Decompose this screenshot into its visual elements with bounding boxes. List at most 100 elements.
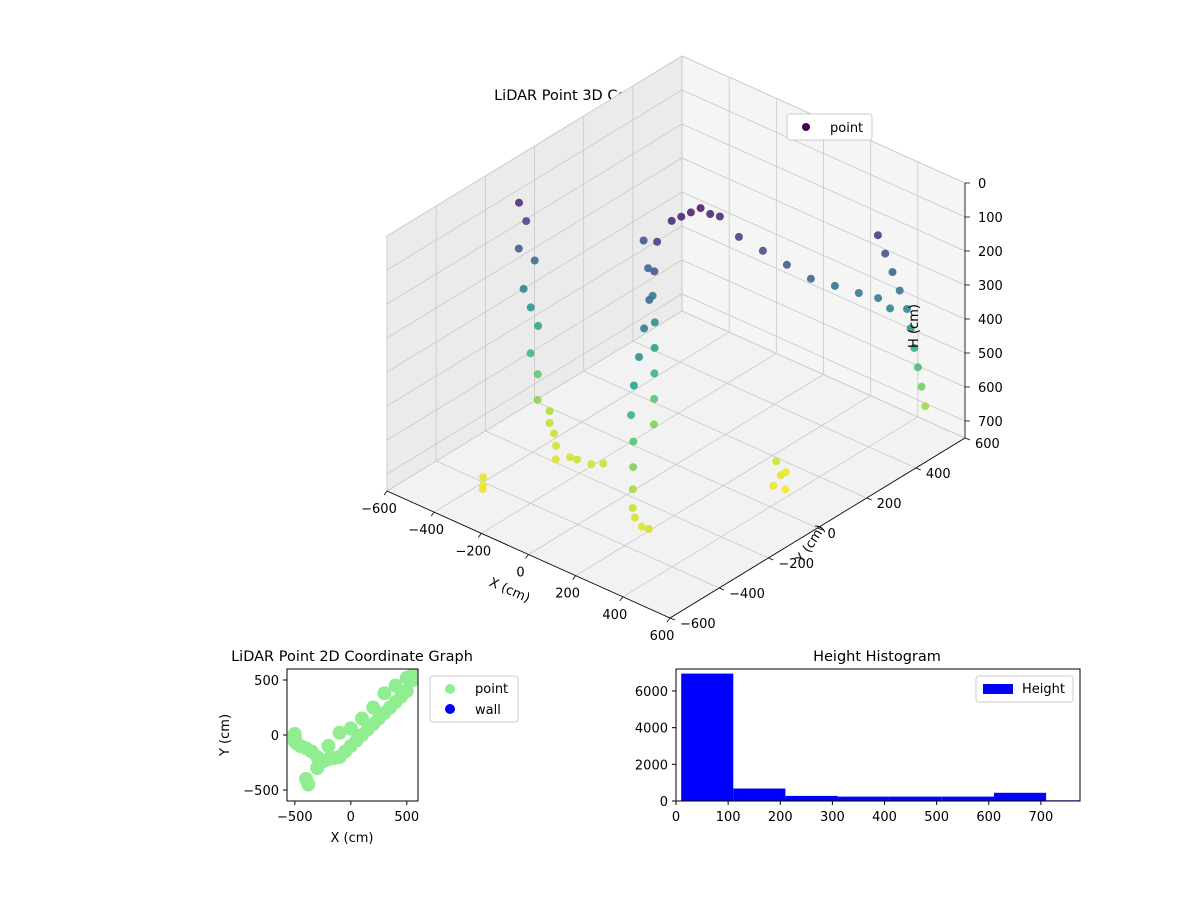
grid-line-z [386, 293, 966, 475]
lidar-point-3d [881, 249, 890, 258]
histogram-legend-box [975, 675, 1074, 703]
lidar-point-3d [478, 481, 487, 490]
lidar-point-2d [399, 684, 414, 698]
histogram-bars [681, 673, 1080, 802]
lidar-point-3d [550, 429, 558, 438]
histogram-x-tick-label: 500 [924, 810, 949, 825]
y-tick [768, 557, 774, 561]
plot-2d-legend-label-point: point [475, 682, 508, 697]
plot-2d-y-tick-label: 0 [271, 729, 279, 744]
z-tick-label: 400 [978, 313, 1003, 328]
grid-line-z [386, 225, 966, 407]
z-tick-label: 600 [978, 381, 1003, 396]
lidar-point-3d [910, 343, 919, 352]
histogram-bar [889, 796, 942, 801]
histogram-x-tick-label: 100 [716, 810, 741, 825]
plot-histogram: Height Histogram 0 100 200 300 400 500 600 7000… [635, 649, 1081, 825]
lidar-point-3d [874, 294, 883, 303]
x-tick [525, 554, 529, 559]
lidar-point-3d [906, 324, 915, 333]
histogram-y-tick-label: 6000 [635, 685, 668, 700]
histogram-title: Height Histogram [813, 649, 941, 665]
histogram-legend: Height [975, 675, 1074, 703]
histogram-bar [785, 795, 838, 801]
lidar-point-3d [873, 231, 882, 240]
plot-2d-ylabel: Y (cm) [218, 714, 233, 757]
lidar-point-3d [514, 244, 523, 253]
y-tick [915, 467, 921, 471]
lidar-point-3d [854, 289, 863, 297]
lidar-point-3d [715, 212, 724, 221]
lidar-point-2d [355, 711, 369, 726]
z-tick-label: 700 [978, 415, 1003, 430]
lidar-point-3d [886, 304, 895, 313]
plot-3d-legend-marker [802, 123, 810, 131]
lidar-point-3d [526, 349, 535, 358]
lidar-point-3d [566, 453, 574, 462]
lidar-point-2d [406, 669, 418, 681]
plot-3d-grid [386, 55, 966, 619]
lidar-point-3d [921, 402, 930, 411]
lidar-point-3d [534, 321, 543, 330]
lidar-point-3d [519, 284, 528, 293]
lidar-point-3d [533, 395, 542, 404]
lidar-point-3d [648, 291, 657, 300]
plot-2d-legend: point wall [429, 675, 519, 723]
plot-3d-legend-label: point [830, 121, 863, 136]
z-tick-label: 0 [978, 177, 986, 192]
histogram-legend-swatch [983, 684, 1013, 694]
x-tick-label: 600 [650, 629, 675, 644]
x-tick-label: 400 [602, 608, 627, 623]
plot-2d-legend-marker-point [445, 684, 455, 694]
plot-2d-x-tick-label: 0 [347, 810, 355, 825]
lidar-point-3d [903, 305, 911, 313]
y-tick [817, 527, 823, 531]
x-tick-label: 0 [516, 566, 524, 581]
lidar-point-3d [629, 381, 638, 390]
lidar-point-3d [522, 217, 531, 226]
lidar-point-3d [782, 260, 791, 269]
histogram-x-tick-label: 0 [672, 810, 680, 825]
lidar-point-3d [640, 324, 649, 333]
lidar-point-2d [332, 725, 347, 740]
x-tick [430, 511, 435, 517]
histogram-bar [837, 796, 890, 801]
lidar-point-2d [301, 777, 316, 792]
y-tick [669, 617, 676, 621]
z-tick-label: 200 [978, 245, 1003, 260]
plot-2d-marks [287, 669, 418, 792]
histogram-bar [681, 673, 734, 801]
lidar-point-3d [533, 370, 542, 379]
lidar-point-3d [629, 463, 638, 472]
lidar-point-3d [830, 281, 839, 290]
plot-3d: LiDAR Point 3D Coordinate Graph −600−400… [361, 55, 1003, 644]
y-tick-label: −400 [729, 587, 765, 602]
lidar-point-3d [653, 237, 662, 246]
z-tick-label: 500 [978, 347, 1003, 362]
lidar-point-3d [686, 208, 695, 217]
histogram-bar [941, 796, 994, 801]
histogram-bar [994, 792, 1047, 802]
lidar-point-3d [573, 455, 581, 464]
y-tick [719, 587, 725, 591]
plot-2d-y-tick-label: −500 [243, 784, 279, 799]
lidar-point-3d [587, 460, 596, 469]
grid-line-y [681, 56, 966, 439]
lidar-point-3d [781, 468, 790, 477]
lidar-point-3d [628, 504, 637, 512]
x-tick-label: −400 [408, 523, 444, 538]
lidar-point-3d [526, 303, 535, 312]
z-tick-label: 100 [978, 211, 1003, 226]
y-tick-label: −200 [778, 557, 814, 572]
histogram-x-tick-label: 400 [872, 810, 897, 825]
plot-2d-legend-label-wall: wall [475, 703, 501, 718]
lidar-point-3d [806, 274, 815, 283]
plot-3d-panes [385, 55, 967, 619]
grid-line-y [435, 206, 720, 589]
lidar-point-3d [781, 485, 790, 494]
histogram-bar [733, 788, 786, 801]
lidar-point-3d [888, 268, 897, 277]
lidar-point-3d [913, 363, 922, 372]
y-tick-label: 600 [975, 437, 1000, 452]
lidar-point-3d [650, 267, 659, 276]
